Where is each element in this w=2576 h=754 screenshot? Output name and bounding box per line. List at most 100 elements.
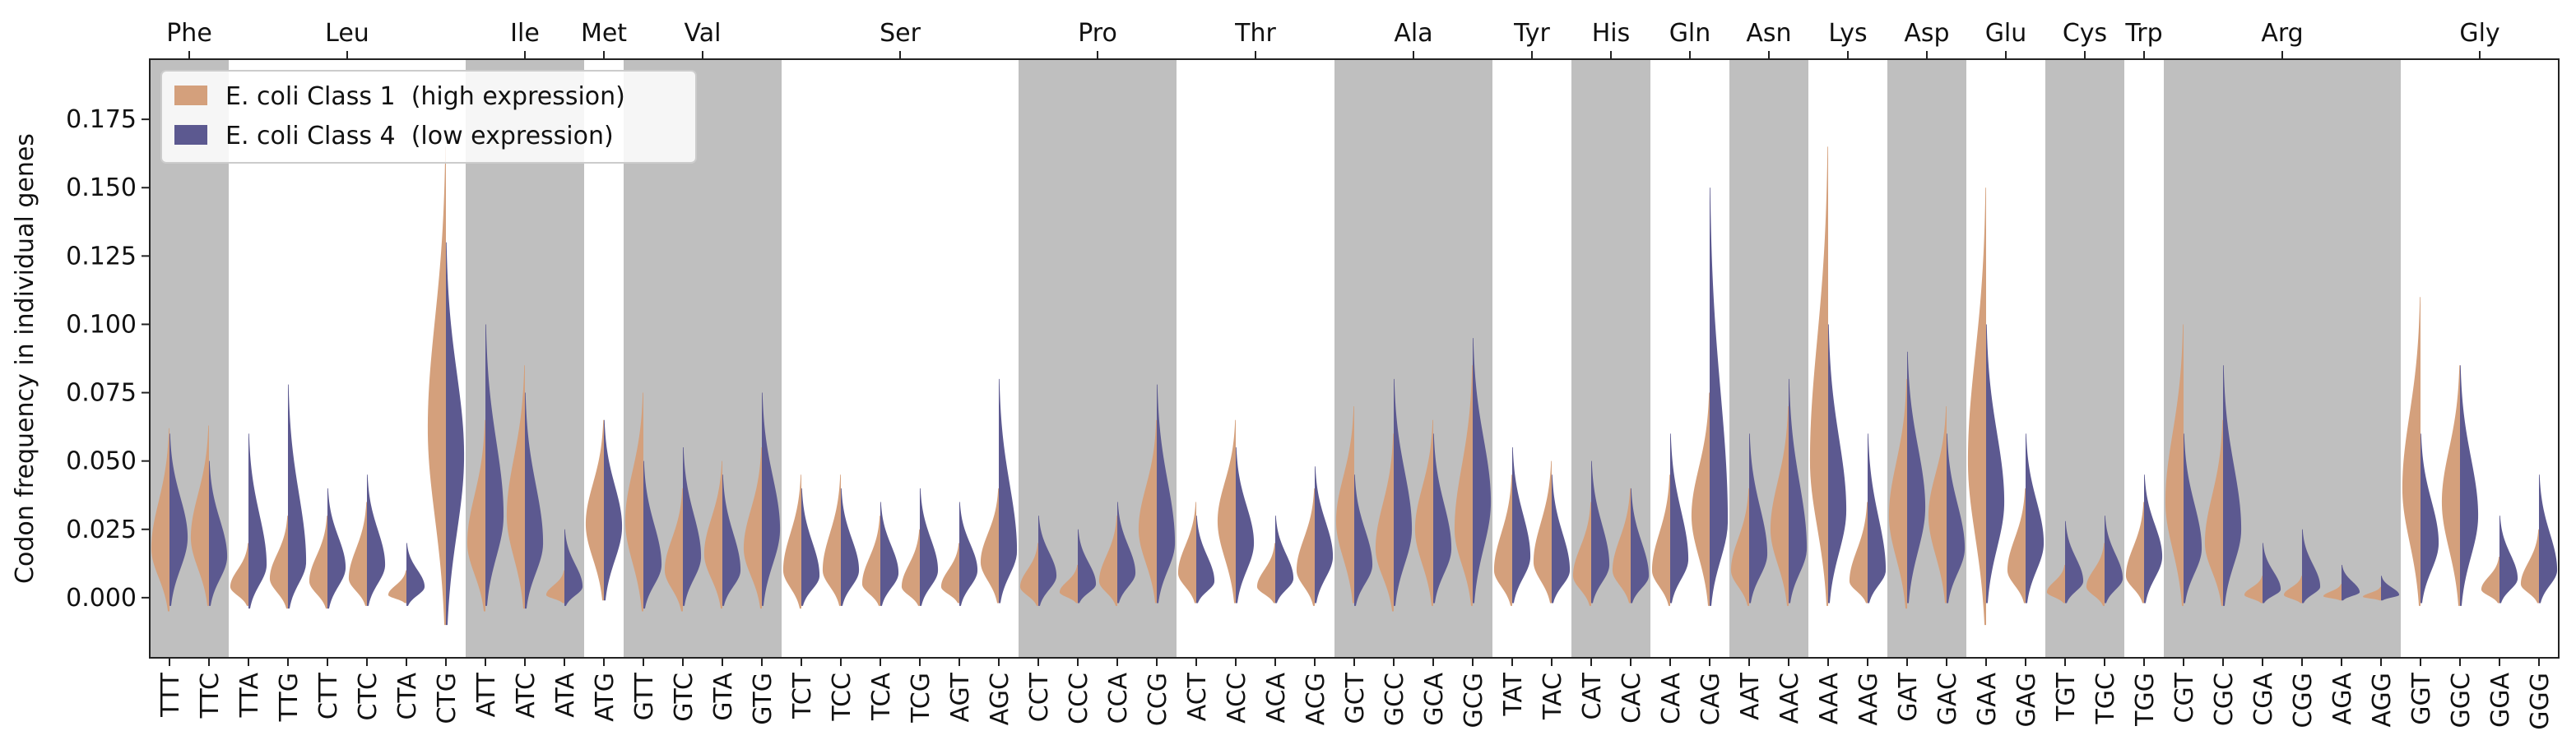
codon-label-ata: ATA bbox=[551, 673, 580, 718]
shade-band-arg bbox=[2164, 59, 2401, 658]
violin-class1-gag bbox=[2007, 488, 2026, 604]
violin-class1-cct bbox=[1019, 543, 1038, 606]
violin-class4-gac bbox=[1947, 433, 1966, 604]
violin-class4-aat bbox=[1749, 433, 1768, 604]
codon-label-caa: CAA bbox=[1657, 673, 1686, 724]
aa-label-his: His bbox=[1592, 19, 1631, 48]
violin-class4-tgc bbox=[2105, 516, 2123, 604]
violin-class4-ctt bbox=[327, 488, 346, 609]
aa-label-asp: Asp bbox=[1904, 19, 1949, 48]
codon-label-cga: CGA bbox=[2249, 673, 2278, 726]
violin-class1-ctg bbox=[427, 146, 446, 626]
violin-class1-gac bbox=[1928, 406, 1947, 604]
y-tick-label: 0.025 bbox=[66, 516, 137, 544]
codon-label-tgc: TGC bbox=[2091, 673, 2120, 725]
codon-label-ttg: TTG bbox=[275, 673, 304, 722]
aa-label-thr: Thr bbox=[1234, 19, 1276, 48]
legend: E. coli Class 1 (high expression) E. col… bbox=[160, 70, 697, 164]
violin-class1-gcg bbox=[1454, 365, 1473, 606]
codon-label-gct: GCT bbox=[1341, 672, 1370, 724]
violin-class1-aca bbox=[1256, 543, 1275, 604]
violin-class1-acc bbox=[1217, 419, 1236, 604]
legend-swatch-class4 bbox=[174, 125, 207, 145]
aa-label-met: Met bbox=[581, 19, 627, 48]
aa-label-arg: Arg bbox=[2261, 19, 2303, 48]
amino-acid-labels: Phe Leu Ile Met Val Ser Pro Thr Ala Tyr His Gln Asn L… bbox=[166, 19, 2500, 59]
violin-class4-ggc bbox=[2460, 365, 2479, 606]
violin-class1-att bbox=[466, 419, 485, 612]
violin-class4-ccc bbox=[1078, 529, 1097, 604]
violin-class4-ggt bbox=[2421, 433, 2439, 604]
violin-class4-gct bbox=[1354, 474, 1373, 606]
codon-label-act: ACT bbox=[1183, 672, 1212, 721]
violin-class4-ttt bbox=[169, 433, 188, 606]
violin-class1-tat bbox=[1493, 474, 1512, 606]
codon-label-gca: GCA bbox=[1420, 673, 1449, 726]
violin-class1-act bbox=[1177, 502, 1196, 604]
aa-label-tyr: Tyr bbox=[1513, 19, 1550, 48]
violin-class1-ttc bbox=[190, 425, 209, 606]
violin-class1-agc bbox=[980, 488, 999, 604]
violin-class4-tat bbox=[1512, 447, 1531, 604]
y-tick-label: 0.075 bbox=[66, 379, 137, 408]
violin-class1-tct bbox=[782, 474, 801, 609]
violin-class1-cag bbox=[1691, 392, 1710, 606]
codon-label-tca: TCA bbox=[867, 673, 896, 722]
codon-label-ccg: CCG bbox=[1144, 673, 1172, 726]
violin-class1-ccc bbox=[1059, 564, 1078, 604]
violin-class4-ggg bbox=[2539, 474, 2558, 604]
codon-label-aat: AAT bbox=[1736, 672, 1765, 720]
legend-box bbox=[160, 70, 697, 164]
aa-label-leu: Leu bbox=[325, 19, 369, 48]
violin-class4-att bbox=[485, 324, 504, 606]
codon-label-tgg: TGG bbox=[2131, 673, 2160, 727]
violin-class1-atc bbox=[506, 365, 525, 609]
violin-class4-cca bbox=[1117, 502, 1136, 604]
violin-class4-tct bbox=[801, 488, 820, 606]
violin-class1-cat bbox=[1572, 502, 1591, 606]
codon-label-tat: TAT bbox=[1499, 672, 1528, 716]
violin-class1-tgc bbox=[2086, 543, 2105, 606]
codon-label-tct: TCT bbox=[788, 672, 817, 719]
aa-label-val: Val bbox=[685, 19, 722, 48]
codon-label-cgg: CGG bbox=[2289, 673, 2318, 728]
violin-class4-acg bbox=[1315, 466, 1334, 604]
codon-label-aac: AAC bbox=[1775, 673, 1804, 724]
violin-class4-act bbox=[1196, 516, 1215, 604]
y-tick-label: 0.050 bbox=[66, 447, 137, 476]
codon-label-ttt: TTT bbox=[156, 672, 185, 718]
violin-class1-tgt bbox=[2046, 564, 2065, 604]
violin-class1-ggg bbox=[2520, 529, 2539, 604]
violin-class4-ctg bbox=[446, 242, 465, 626]
violin-class1-ggt bbox=[2402, 297, 2421, 606]
codon-label-gcg: GCG bbox=[1460, 673, 1488, 728]
codon-label-atc: ATC bbox=[512, 673, 541, 719]
codon-label-gaa: GAA bbox=[1973, 673, 2002, 727]
violin-class4-ctc bbox=[367, 474, 386, 606]
violin-class1-aaa bbox=[1809, 146, 1828, 606]
violin-class1-cta bbox=[388, 570, 406, 604]
codon-label-aga: AGA bbox=[2328, 673, 2357, 725]
codon-label-gtt: GTT bbox=[630, 672, 659, 720]
violin-class4-aag bbox=[1868, 433, 1887, 604]
violin-class4-gcg bbox=[1473, 338, 1492, 604]
violin-class1-cgc bbox=[2204, 419, 2223, 606]
violin-class1-ccg bbox=[1138, 419, 1157, 604]
y-tick-label: 0.175 bbox=[66, 105, 137, 134]
codon-label-atg: ATG bbox=[591, 673, 620, 722]
violin-class4-cct bbox=[1038, 516, 1057, 606]
codon-label-ctg: CTG bbox=[433, 673, 462, 724]
codon-label-ttc: TTC bbox=[196, 673, 225, 719]
codon-label-cgt: CGT bbox=[2170, 672, 2199, 723]
violin-class1-tcg bbox=[901, 529, 920, 606]
legend-swatch-class1 bbox=[174, 86, 207, 105]
violin-class4-gta bbox=[722, 474, 741, 606]
aa-label-lys: Lys bbox=[1828, 19, 1867, 48]
violin-class1-gat bbox=[1888, 378, 1907, 609]
violin-class4-gcc bbox=[1394, 378, 1413, 606]
violin-class1-cgt bbox=[2165, 324, 2184, 606]
codon-label-ggg: GGG bbox=[2526, 673, 2555, 730]
aa-label-ser: Ser bbox=[880, 19, 921, 48]
codon-labels: TTT TTC TTA TTG CTT CTC CTA CTG ATT ATC ATA ATG GTT G… bbox=[156, 658, 2555, 730]
